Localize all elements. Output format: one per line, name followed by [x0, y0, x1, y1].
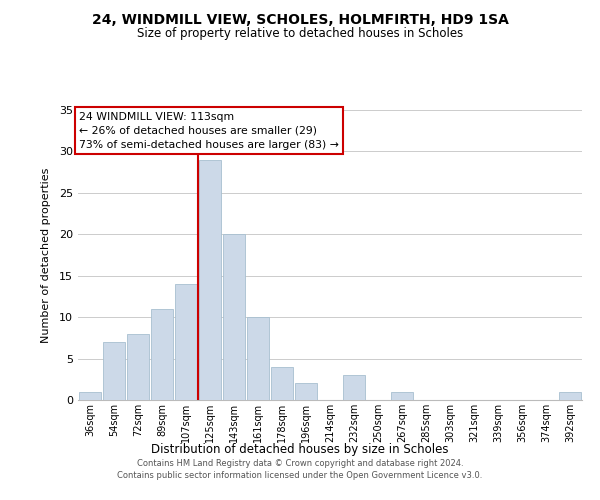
- Bar: [271, 367, 293, 400]
- Bar: [151, 309, 173, 400]
- Bar: [247, 317, 269, 400]
- Bar: [559, 392, 581, 400]
- Bar: [199, 160, 221, 400]
- Bar: [103, 342, 125, 400]
- Text: Size of property relative to detached houses in Scholes: Size of property relative to detached ho…: [137, 28, 463, 40]
- Text: Distribution of detached houses by size in Scholes: Distribution of detached houses by size …: [151, 442, 449, 456]
- Bar: [295, 384, 317, 400]
- Y-axis label: Number of detached properties: Number of detached properties: [41, 168, 50, 342]
- Text: 24 WINDMILL VIEW: 113sqm
← 26% of detached houses are smaller (29)
73% of semi-d: 24 WINDMILL VIEW: 113sqm ← 26% of detach…: [79, 112, 339, 150]
- Bar: [79, 392, 101, 400]
- Bar: [343, 375, 365, 400]
- Text: 24, WINDMILL VIEW, SCHOLES, HOLMFIRTH, HD9 1SA: 24, WINDMILL VIEW, SCHOLES, HOLMFIRTH, H…: [92, 12, 508, 26]
- Bar: [127, 334, 149, 400]
- Bar: [175, 284, 197, 400]
- Bar: [391, 392, 413, 400]
- Text: Contains HM Land Registry data © Crown copyright and database right 2024.
Contai: Contains HM Land Registry data © Crown c…: [118, 458, 482, 480]
- Bar: [223, 234, 245, 400]
